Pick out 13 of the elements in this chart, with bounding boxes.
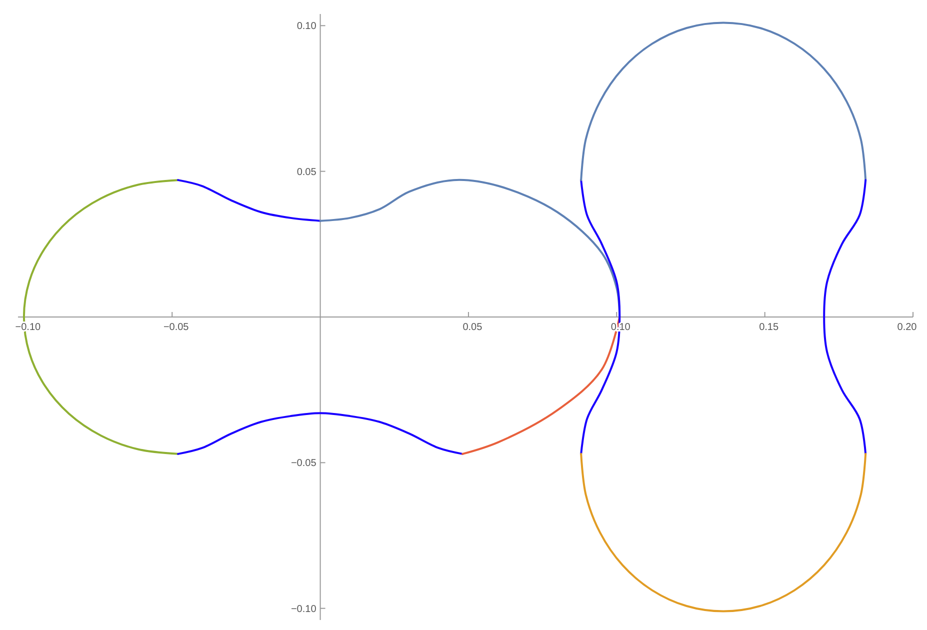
line-series	[177, 179, 322, 222]
y-tick-label: 0.05	[296, 166, 317, 178]
y-tick-label: −0.10	[290, 604, 317, 615]
line-series	[823, 179, 867, 455]
y-tick-label: −0.05	[290, 458, 317, 470]
x-tick-label: 0.20	[897, 322, 918, 333]
y-tick-label: 0.10	[296, 21, 317, 32]
line-series	[580, 22, 867, 182]
line-series	[177, 412, 464, 455]
x-tick-label: 0.05	[462, 322, 483, 333]
line-series	[580, 452, 867, 612]
x-tick-label: 0.15	[759, 322, 779, 333]
x-tick-label: −0.05	[163, 322, 190, 333]
